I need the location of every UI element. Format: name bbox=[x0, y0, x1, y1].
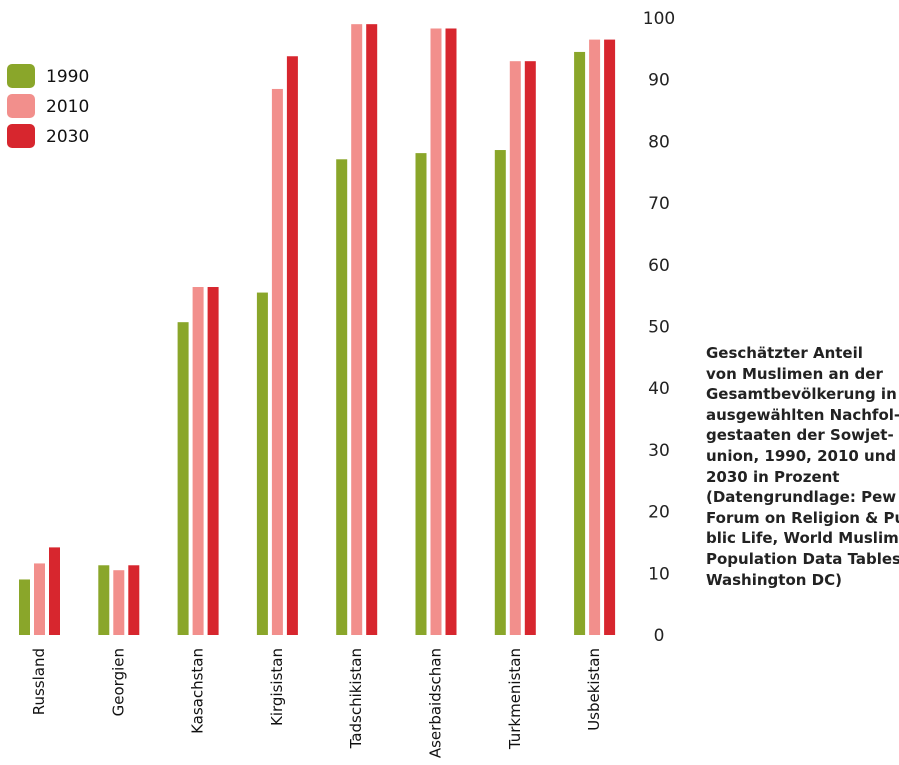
bar-kirgisistan-2030 bbox=[286, 56, 298, 635]
caption-line: Forum on Religion & Pu- bbox=[706, 508, 899, 527]
y-tick-label: 90 bbox=[648, 71, 670, 91]
x-axis-labels: Russland Georgien Kasachstan Kirgisistan Tad… bbox=[30, 648, 603, 758]
bar-kasachstan-2030 bbox=[207, 287, 219, 635]
caption-line: blic Life, World Muslim bbox=[706, 529, 899, 548]
bar-turkmenistan-2030 bbox=[524, 61, 536, 635]
chart-caption: Geschätzter Anteil von Muslimen an der Ges… bbox=[706, 343, 899, 590]
category-label: Kasachstan bbox=[189, 648, 207, 734]
category-label: Turkmenistan bbox=[506, 648, 524, 750]
legend-label: 1990 bbox=[46, 67, 89, 87]
bar-usbekistan-2030 bbox=[604, 39, 616, 636]
bar-russland-1990 bbox=[19, 579, 30, 635]
legend-swatch-1990 bbox=[7, 64, 35, 88]
caption-line: 2030 in Prozent bbox=[706, 467, 840, 486]
caption-line: Population Data Tables, bbox=[706, 549, 899, 568]
category-label: Kirgisistan bbox=[268, 648, 286, 726]
legend-swatch-2010 bbox=[7, 94, 35, 118]
bar-aserbaidschan-2030 bbox=[445, 28, 457, 635]
bar-georgien-2030 bbox=[128, 565, 140, 635]
y-tick-label: 20 bbox=[648, 503, 670, 523]
y-tick-label: 10 bbox=[648, 564, 670, 584]
legend-label: 2030 bbox=[46, 127, 89, 147]
y-tick-label: 0 bbox=[654, 626, 665, 646]
y-tick-label: 30 bbox=[648, 441, 670, 461]
caption-line: gestaaten der Sowjet- bbox=[706, 426, 894, 445]
caption-line: Washington DC) bbox=[706, 570, 842, 589]
category-label: Aserbaidschan bbox=[427, 648, 445, 758]
y-tick-label: 60 bbox=[648, 256, 670, 276]
bar-tadschikistan-2010 bbox=[351, 24, 363, 636]
legend: 1990 2010 2030 bbox=[7, 64, 89, 148]
bar-aserbaidschan-2010 bbox=[430, 28, 442, 635]
bar-kirgisistan-2010 bbox=[271, 88, 283, 635]
y-tick-label: 100 bbox=[643, 9, 675, 29]
category-label: Georgien bbox=[109, 648, 127, 716]
y-axis-ticks: 0 10 20 30 40 50 60 70 80 90 100 bbox=[643, 9, 675, 646]
legend-label: 2010 bbox=[46, 97, 89, 117]
caption-line: union, 1990, 2010 und bbox=[706, 446, 897, 465]
caption-line: von Muslimen an der bbox=[706, 364, 883, 383]
category-label: Usbekistan bbox=[585, 648, 603, 731]
bar-turkmenistan-1990 bbox=[494, 150, 506, 635]
bar-aserbaidschan-1990 bbox=[415, 153, 427, 636]
y-tick-label: 70 bbox=[648, 194, 670, 214]
bar-russland-2010 bbox=[34, 563, 45, 635]
bar-turkmenistan-2010 bbox=[509, 61, 521, 635]
bars-group bbox=[19, 24, 616, 636]
caption-line: Geschätzter Anteil bbox=[706, 344, 863, 362]
y-tick-label: 40 bbox=[648, 379, 670, 399]
bar-tadschikistan-2030 bbox=[366, 24, 378, 636]
bar-kasachstan-1990 bbox=[177, 322, 189, 635]
bar-georgien-1990 bbox=[98, 565, 110, 635]
caption-line: Gesamtbevölkerung in bbox=[706, 385, 897, 404]
bar-usbekistan-1990 bbox=[574, 51, 586, 636]
bar-tadschikistan-1990 bbox=[336, 159, 348, 635]
bar-usbekistan-2010 bbox=[589, 39, 601, 636]
y-tick-label: 50 bbox=[648, 318, 670, 338]
caption-line: (Datengrundlage: Pew bbox=[706, 488, 897, 507]
legend-swatch-2030 bbox=[7, 124, 35, 148]
caption-line: ausgewählten Nachfol- bbox=[706, 405, 899, 424]
bar-russland-2030 bbox=[49, 547, 60, 635]
bar-kasachstan-2010 bbox=[192, 287, 204, 635]
category-label: Russland bbox=[30, 648, 48, 715]
y-tick-label: 80 bbox=[648, 132, 670, 152]
bar-georgien-2010 bbox=[113, 570, 125, 635]
category-label: Tadschikistan bbox=[347, 648, 365, 749]
bar-kirgisistan-1990 bbox=[256, 292, 268, 635]
